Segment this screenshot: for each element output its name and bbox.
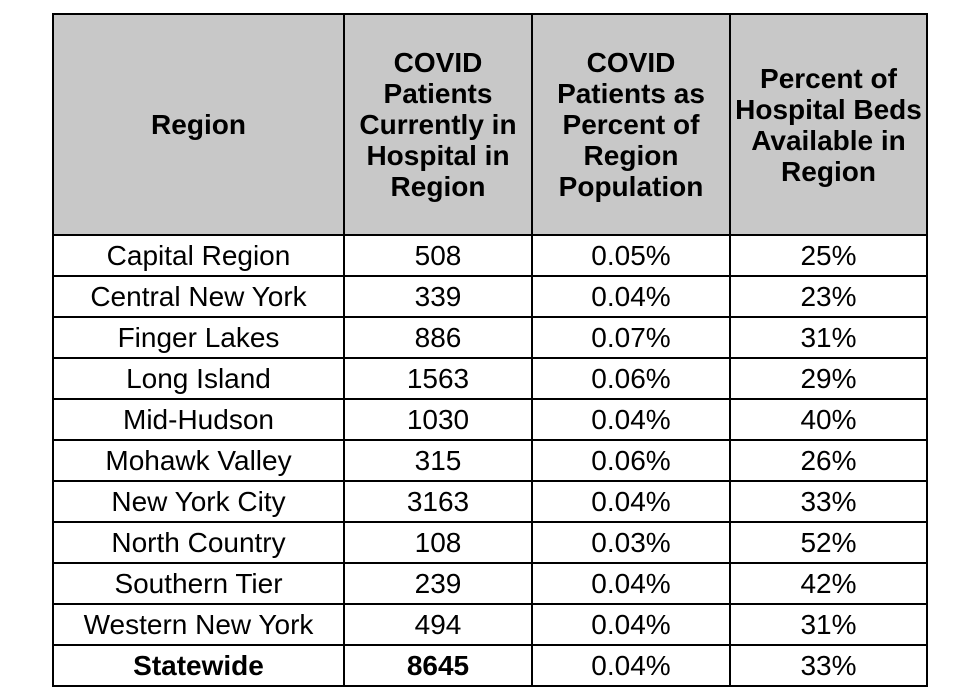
- patients-cell: 108: [343, 521, 533, 564]
- patients-cell: 494: [343, 603, 533, 646]
- beds-available-cell: 29%: [729, 357, 928, 400]
- region-cell: Finger Lakes: [52, 316, 345, 359]
- header-region: Region: [52, 13, 345, 236]
- region-cell: Mid-Hudson: [52, 398, 345, 441]
- percent-population-cell: 0.06%: [531, 357, 731, 400]
- beds-available-cell: 42%: [729, 562, 928, 605]
- patients-cell: 886: [343, 316, 533, 359]
- table-row: North Country 108 0.03% 52%: [52, 521, 928, 564]
- covid-hospital-table: Region COVID Patients Currently in Hospi…: [52, 13, 928, 687]
- percent-population-cell: 0.05%: [531, 234, 731, 277]
- percent-population-cell: 0.04%: [531, 562, 731, 605]
- patients-cell: 3163: [343, 480, 533, 523]
- total-region-cell: Statewide: [52, 644, 345, 687]
- region-cell: North Country: [52, 521, 345, 564]
- patients-cell: 1030: [343, 398, 533, 441]
- percent-population-cell: 0.03%: [531, 521, 731, 564]
- beds-available-cell: 23%: [729, 275, 928, 318]
- region-cell: Western New York: [52, 603, 345, 646]
- patients-cell: 508: [343, 234, 533, 277]
- region-cell: Mohawk Valley: [52, 439, 345, 482]
- table-row: Long Island 1563 0.06% 29%: [52, 357, 928, 400]
- region-cell: Southern Tier: [52, 562, 345, 605]
- header-beds-available: Percent of Hospital Beds Available in Re…: [729, 13, 928, 236]
- table-body: Capital Region 508 0.05% 25% Central New Yor…: [52, 234, 928, 687]
- beds-available-cell: 40%: [729, 398, 928, 441]
- header-patients-in-hospital: COVID Patients Currently in Hospital in …: [343, 13, 533, 236]
- percent-population-cell: 0.06%: [531, 439, 731, 482]
- header-row: Region COVID Patients Currently in Hospi…: [52, 13, 928, 236]
- beds-available-cell: 26%: [729, 439, 928, 482]
- percent-population-cell: 0.04%: [531, 398, 731, 441]
- table-row: Mid-Hudson 1030 0.04% 40%: [52, 398, 928, 441]
- table-row: Western New York 494 0.04% 31%: [52, 603, 928, 646]
- beds-available-cell: 52%: [729, 521, 928, 564]
- total-beds-available-cell: 33%: [729, 644, 928, 687]
- region-cell: Central New York: [52, 275, 345, 318]
- patients-cell: 1563: [343, 357, 533, 400]
- table-row: Southern Tier 239 0.04% 42%: [52, 562, 928, 605]
- percent-population-cell: 0.07%: [531, 316, 731, 359]
- table-row: Finger Lakes 886 0.07% 31%: [52, 316, 928, 359]
- beds-available-cell: 31%: [729, 316, 928, 359]
- region-cell: Long Island: [52, 357, 345, 400]
- region-cell: Capital Region: [52, 234, 345, 277]
- table-row: Central New York 339 0.04% 23%: [52, 275, 928, 318]
- region-cell: New York City: [52, 480, 345, 523]
- total-percent-population-cell: 0.04%: [531, 644, 731, 687]
- percent-population-cell: 0.04%: [531, 275, 731, 318]
- patients-cell: 339: [343, 275, 533, 318]
- total-patients-cell: 8645: [343, 644, 533, 687]
- table-row: New York City 3163 0.04% 33%: [52, 480, 928, 523]
- patients-cell: 239: [343, 562, 533, 605]
- patients-cell: 315: [343, 439, 533, 482]
- statewide-total-row: Statewide 8645 0.04% 33%: [52, 644, 928, 687]
- percent-population-cell: 0.04%: [531, 480, 731, 523]
- beds-available-cell: 33%: [729, 480, 928, 523]
- percent-population-cell: 0.04%: [531, 603, 731, 646]
- beds-available-cell: 31%: [729, 603, 928, 646]
- table-row: Mohawk Valley 315 0.06% 26%: [52, 439, 928, 482]
- table-row: Capital Region 508 0.05% 25%: [52, 234, 928, 277]
- header-percent-population: COVID Patients as Percent of Region Popu…: [531, 13, 731, 236]
- beds-available-cell: 25%: [729, 234, 928, 277]
